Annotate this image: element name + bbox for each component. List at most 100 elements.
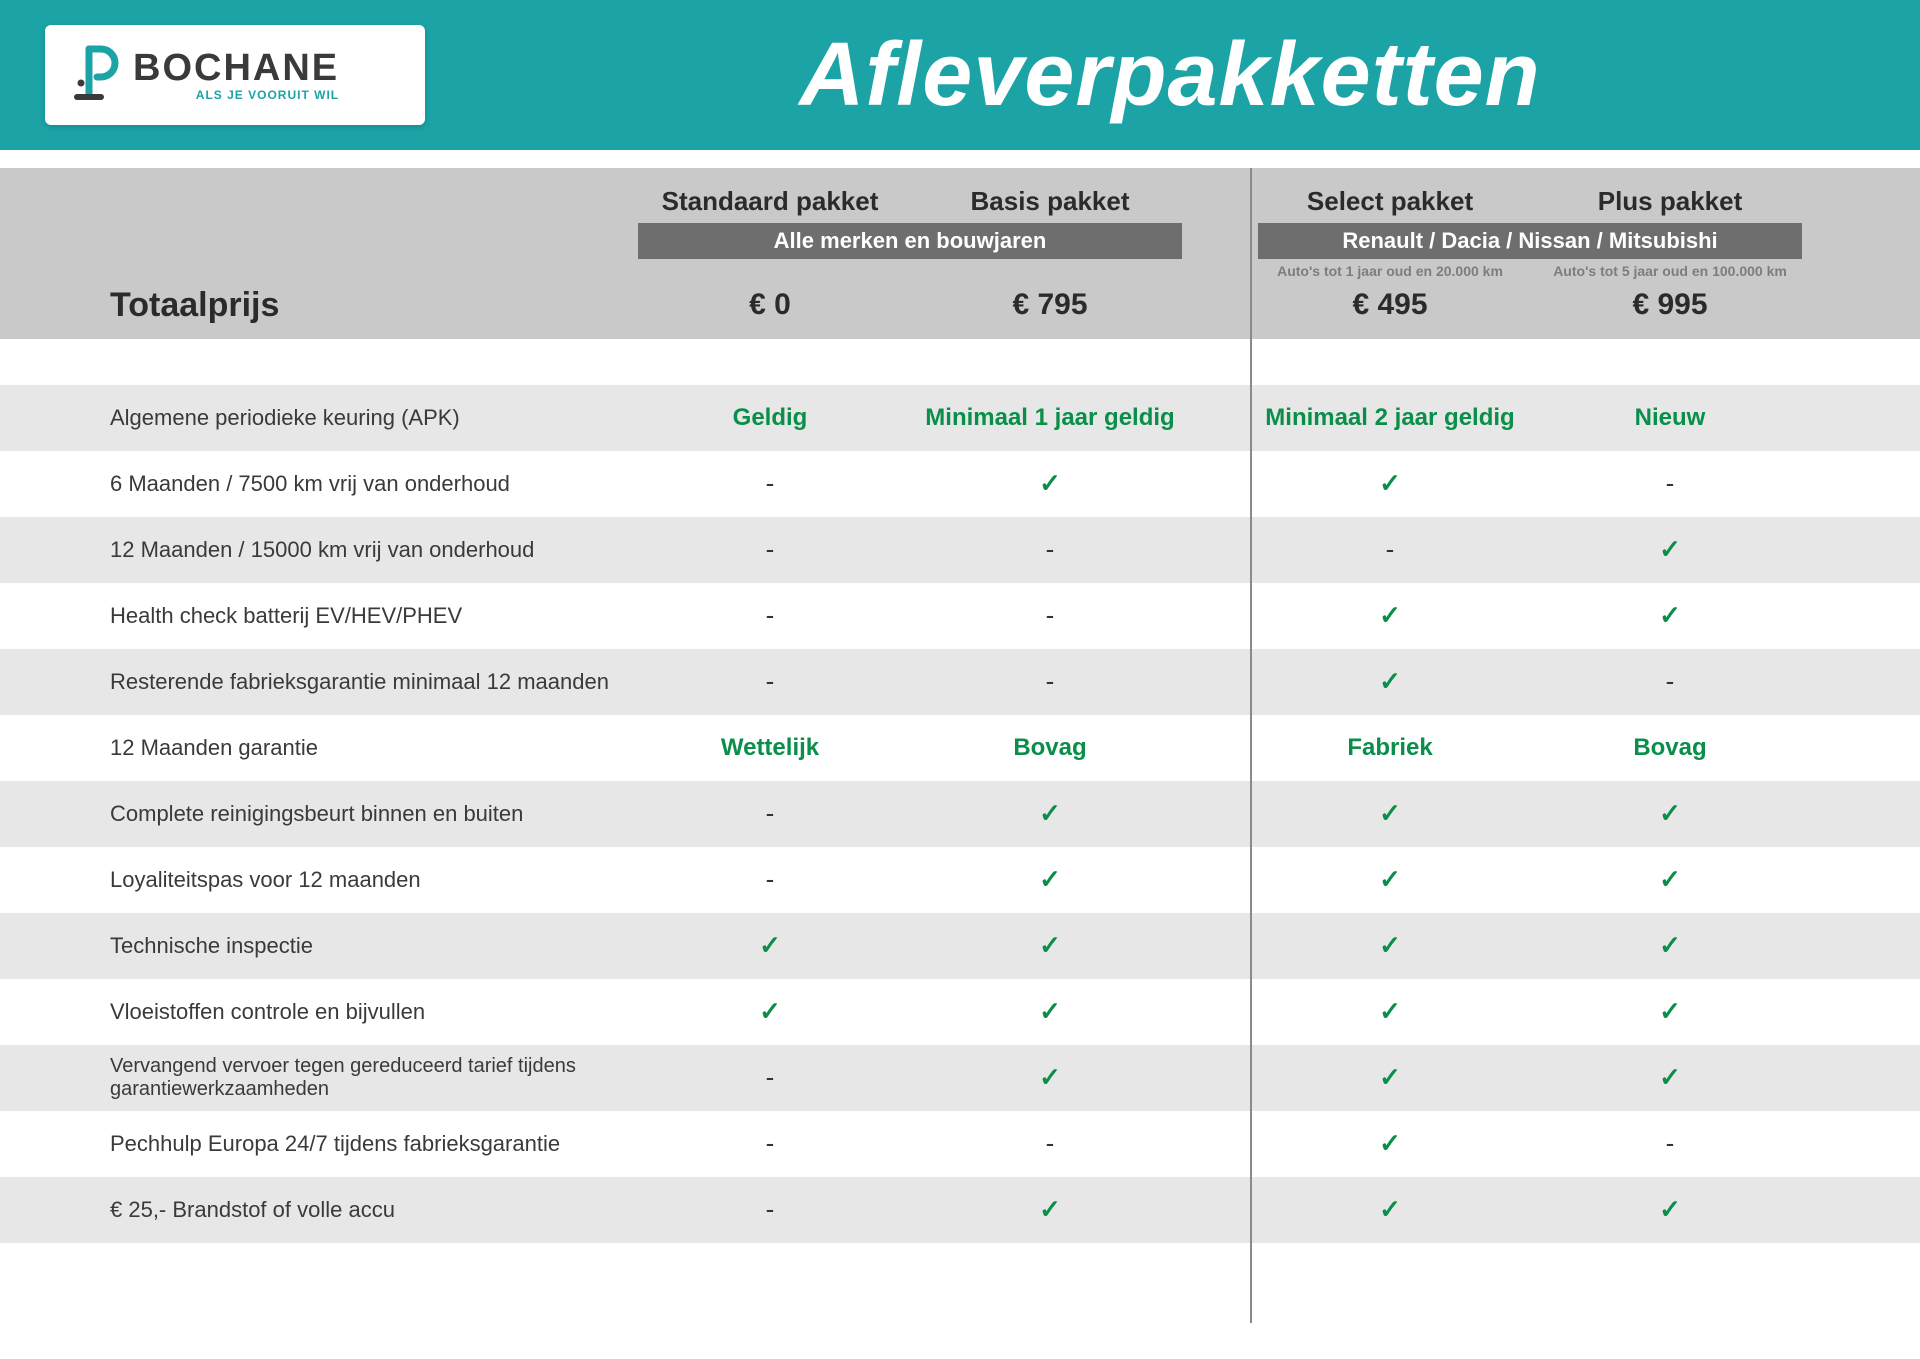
group-bar-brand-list: Renault / Dacia / Nissan / Mitsubishi [1258, 223, 1802, 259]
feature-label: 6 Maanden / 7500 km vrij van onderhoud [110, 471, 630, 496]
page: BOCHANE ALS JE VOORUIT WIL Afleverpakket… [0, 0, 1920, 1359]
cell: - [630, 468, 910, 499]
table-row: 6 Maanden / 7500 km vrij van onderhoud-✓… [0, 451, 1920, 517]
cell: ✓ [1530, 1194, 1810, 1225]
cell: - [910, 1128, 1190, 1159]
column-divider [1250, 339, 1252, 1323]
cell: - [630, 600, 910, 631]
cell: Minimaal 1 jaar geldig [910, 404, 1190, 432]
cell: ✓ [1530, 1062, 1810, 1093]
cell: - [630, 798, 910, 829]
cell: ✓ [1530, 930, 1810, 961]
feature-label: Vloeistoffen controle en bijvullen [110, 999, 630, 1024]
feature-label: Resterende fabrieksgarantie minimaal 12 … [110, 669, 630, 694]
cell: Fabriek [1250, 734, 1530, 762]
cell: ✓ [910, 468, 1190, 499]
cell: - [1530, 666, 1810, 697]
feature-label: 12 Maanden garantie [110, 735, 630, 760]
cell: Minimaal 2 jaar geldig [1250, 404, 1530, 432]
cell: ✓ [910, 930, 1190, 961]
logo-card: BOCHANE ALS JE VOORUIT WIL [45, 25, 425, 125]
col-header-plus: Plus pakket [1530, 186, 1810, 217]
cell: ✓ [1530, 798, 1810, 829]
table-row: 12 Maanden garantieWettelijkBovagFabriek… [0, 715, 1920, 781]
price-label: Totaalprijs [110, 286, 630, 325]
cell: Bovag [1530, 734, 1810, 762]
logo-icon [71, 45, 119, 105]
table-header: Standaard pakket Basis pakket Select pak… [0, 168, 1920, 339]
cell: ✓ [1530, 864, 1810, 895]
logo-text: BOCHANE ALS JE VOORUIT WIL [133, 49, 339, 101]
cell: Geldig [630, 404, 910, 432]
cell: - [630, 1194, 910, 1225]
table-row: € 25,- Brandstof of volle accu-✓✓✓ [0, 1177, 1920, 1243]
table-row: Health check batterij EV/HEV/PHEV--✓✓ [0, 583, 1920, 649]
table-row: Complete reinigingsbeurt binnen en buite… [0, 781, 1920, 847]
cell: - [630, 864, 910, 895]
cell: ✓ [1250, 996, 1530, 1027]
price-basis: € 795 [910, 288, 1190, 322]
feature-label: Pechhulp Europa 24/7 tijdens fabrieksgar… [110, 1131, 630, 1156]
price-standaard: € 0 [630, 288, 910, 322]
price-plus: € 995 [1530, 288, 1810, 322]
cell: ✓ [910, 1194, 1190, 1225]
cell: - [910, 666, 1190, 697]
feature-label: € 25,- Brandstof of volle accu [110, 1197, 630, 1222]
price-select: € 495 [1250, 288, 1530, 322]
cell: ✓ [910, 1062, 1190, 1093]
note-select: Auto's tot 1 jaar oud en 20.000 km [1250, 263, 1530, 280]
cell: ✓ [1250, 1128, 1530, 1159]
cell: ✓ [910, 864, 1190, 895]
cell: ✓ [1530, 600, 1810, 631]
table-row: Vervangend vervoer tegen gereduceerd tar… [0, 1045, 1920, 1111]
cell: ✓ [1250, 468, 1530, 499]
feature-label: Vervangend vervoer tegen gereduceerd tar… [110, 1055, 630, 1101]
feature-label: Complete reinigingsbeurt binnen en buite… [110, 801, 630, 826]
note-plus: Auto's tot 5 jaar oud en 100.000 km [1530, 263, 1810, 280]
feature-label: Loyaliteitspas voor 12 maanden [110, 867, 630, 892]
col-header-select: Select pakket [1250, 186, 1530, 217]
cell: ✓ [630, 930, 910, 961]
cell: - [630, 1128, 910, 1159]
brand-name: BOCHANE [133, 49, 339, 87]
cell: Nieuw [1530, 404, 1810, 432]
cell: ✓ [1250, 930, 1530, 961]
column-divider [1250, 168, 1252, 339]
table-row: Vloeistoffen controle en bijvullen✓✓✓✓ [0, 979, 1920, 1045]
cell: - [1530, 1128, 1810, 1159]
table-row: Pechhulp Europa 24/7 tijdens fabrieksgar… [0, 1111, 1920, 1177]
cell: ✓ [1250, 1062, 1530, 1093]
cell: Wettelijk [630, 734, 910, 762]
table-row: Resterende fabrieksgarantie minimaal 12 … [0, 649, 1920, 715]
cell: ✓ [910, 798, 1190, 829]
col-header-standaard: Standaard pakket [630, 186, 910, 217]
feature-label: 12 Maanden / 15000 km vrij van onderhoud [110, 537, 630, 562]
col-header-basis: Basis pakket [910, 186, 1190, 217]
table-row: Technische inspectie✓✓✓✓ [0, 913, 1920, 979]
table-row: Loyaliteitspas voor 12 maanden-✓✓✓ [0, 847, 1920, 913]
cell: - [630, 534, 910, 565]
banner: BOCHANE ALS JE VOORUIT WIL Afleverpakket… [0, 0, 1920, 150]
cell: - [910, 600, 1190, 631]
cell: ✓ [1250, 798, 1530, 829]
cell: ✓ [1250, 600, 1530, 631]
cell: Bovag [910, 734, 1190, 762]
cell: ✓ [630, 996, 910, 1027]
group-bar-all-brands: Alle merken en bouwjaren [638, 223, 1182, 259]
cell: - [1250, 534, 1530, 565]
cell: - [1530, 468, 1810, 499]
cell: - [630, 1062, 910, 1093]
feature-label: Algemene periodieke keuring (APK) [110, 405, 630, 430]
feature-label: Technische inspectie [110, 933, 630, 958]
cell: ✓ [1250, 666, 1530, 697]
page-title: Afleverpakketten [465, 24, 1875, 127]
brand-tagline: ALS JE VOORUIT WIL [133, 89, 339, 101]
cell: ✓ [910, 996, 1190, 1027]
cell: ✓ [1250, 864, 1530, 895]
cell: ✓ [1250, 1194, 1530, 1225]
table-row: Algemene periodieke keuring (APK)GeldigM… [0, 385, 1920, 451]
table-row: 12 Maanden / 15000 km vrij van onderhoud… [0, 517, 1920, 583]
cell: ✓ [1530, 534, 1810, 565]
cell: - [630, 666, 910, 697]
feature-label: Health check batterij EV/HEV/PHEV [110, 603, 630, 628]
